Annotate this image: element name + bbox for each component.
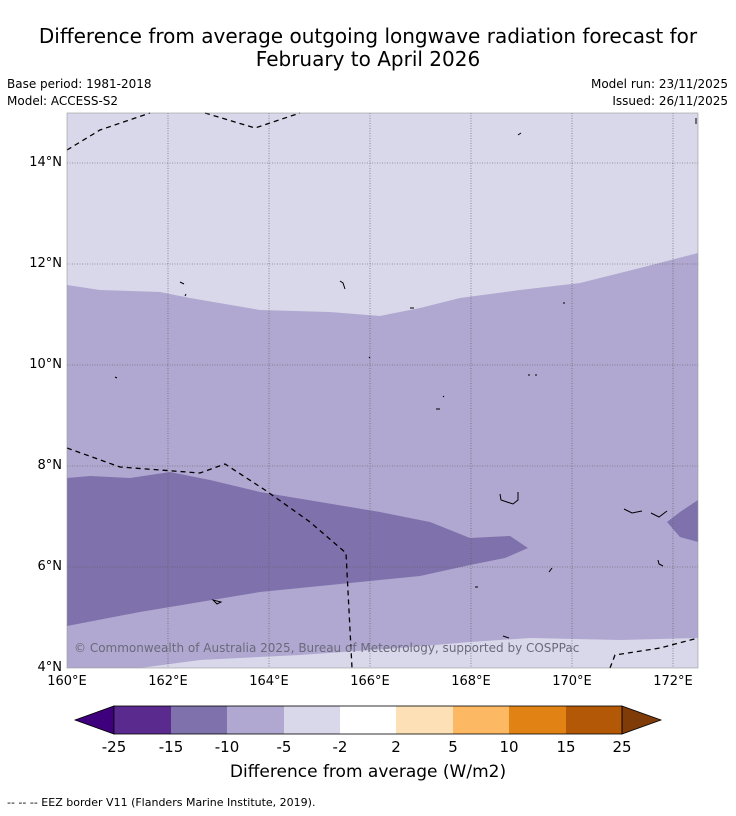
grid-lines — [67, 113, 698, 668]
lon-label-164e: 164°E — [249, 674, 289, 689]
colorbar-label: 2 — [391, 738, 401, 756]
islands — [114, 118, 697, 639]
lat-label-8n: 8°N — [37, 458, 63, 473]
colorbar-label: -15 — [158, 738, 184, 756]
lat-label-6n: 6°N — [37, 559, 63, 574]
lat-label-12n: 12°N — [29, 256, 62, 271]
colorbar-swatch — [396, 706, 453, 734]
colorbar-swatch — [509, 706, 566, 734]
model-name: Model: ACCESS-S2 — [7, 94, 119, 108]
lon-label-172e: 172°E — [653, 674, 693, 689]
colorbar-swatch — [171, 706, 227, 734]
colorbar-label: 15 — [556, 738, 576, 756]
model-run: Model run: 23/11/2025 — [590, 77, 728, 91]
colorbar-label: 10 — [499, 738, 519, 756]
colorbar-swatch — [227, 706, 284, 734]
map-plot — [66, 112, 699, 669]
colorbar-label: 5 — [448, 738, 458, 756]
colorbar-extend-high — [621, 705, 663, 735]
colorbar-title: Difference from average (W/m2) — [229, 762, 507, 782]
colorbar-swatch — [114, 706, 171, 734]
colorbar-swatch — [453, 706, 509, 734]
anomaly-band-minus10 — [67, 472, 528, 626]
base-period: Base period: 1981-2018 — [7, 77, 152, 91]
colorbar-label: -10 — [214, 738, 240, 756]
colorbar-label: 25 — [612, 738, 632, 756]
anomaly-band-minus2-south — [140, 638, 698, 668]
map-title-line2: February to April 2026 — [255, 47, 481, 71]
map-frame — [66, 112, 699, 669]
colorbar-frame — [113, 705, 623, 735]
lon-label-160e: 160°E — [47, 674, 87, 689]
eez-legend: -- -- -- EEZ border V11 (Flanders Marine… — [7, 796, 316, 809]
lon-label-162e: 162°E — [148, 674, 188, 689]
colorbar-extend-low — [73, 705, 115, 735]
colorbar — [73, 705, 663, 735]
lat-label-14n: 14°N — [29, 155, 62, 170]
copyright-note: © Commonwealth of Australia 2025, Bureau… — [74, 641, 580, 655]
colorbar-label: -2 — [332, 738, 348, 756]
eez-borders — [66, 112, 699, 669]
issued-date: Issued: 26/11/2025 — [612, 94, 728, 108]
anomaly-band-minus10-east — [667, 500, 698, 542]
map-title-line1: Difference from average outgoing longwav… — [38, 24, 698, 48]
lat-label-4n: 4°N — [37, 660, 63, 675]
lon-label-166e: 166°E — [350, 674, 390, 689]
lat-label-10n: 10°N — [29, 357, 62, 372]
colorbar-swatch — [284, 706, 340, 734]
colorbar-label: -5 — [276, 738, 292, 756]
lon-label-170e: 170°E — [552, 674, 592, 689]
colorbar-label: -25 — [101, 738, 127, 756]
colorbar-swatch — [566, 706, 622, 734]
lon-label-168e: 168°E — [451, 674, 491, 689]
colorbar-swatch — [340, 706, 396, 734]
